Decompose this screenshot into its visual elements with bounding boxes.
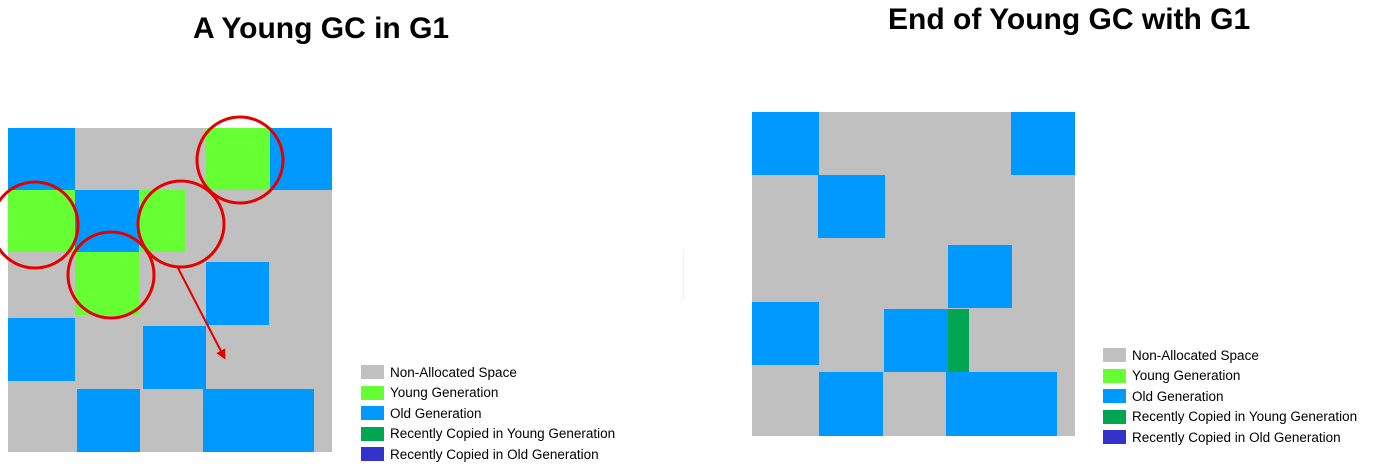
left-diagram-title: A Young GC in G1	[193, 12, 450, 45]
legend-swatch	[1103, 348, 1126, 363]
left-heap-grid	[8, 128, 332, 452]
old-region	[752, 112, 819, 175]
old-region	[77, 389, 140, 452]
right-legend: Non-Allocated Space Young Generation Old…	[1103, 345, 1357, 448]
right-diagram-title: End of Young GC with G1	[888, 3, 1251, 36]
legend-label: Recently Copied in Old Generation	[1132, 429, 1341, 445]
legend-swatch	[1103, 409, 1126, 424]
legend-swatch	[361, 385, 384, 400]
legend-item-old: Old Generation	[361, 403, 615, 424]
legend-item-recent-old: Recently Copied in Old Generation	[1103, 427, 1357, 448]
legend-item-young: Young Generation	[361, 383, 615, 404]
legend-label: Old Generation	[390, 405, 482, 421]
left-legend: Non-Allocated Space Young Generation Old…	[361, 362, 615, 465]
young-region	[139, 190, 185, 252]
old-region	[1011, 112, 1075, 175]
legend-item-recent-old: Recently Copied in Old Generation	[361, 444, 615, 465]
legend-swatch	[361, 447, 384, 462]
legend-label: Young Generation	[1132, 368, 1241, 384]
old-region	[818, 175, 885, 238]
legend-label: Recently Copied in Old Generation	[390, 446, 599, 462]
young-region	[206, 128, 270, 190]
legend-item-young: Young Generation	[1103, 366, 1357, 387]
young-region	[8, 190, 75, 252]
legend-label: Non-Allocated Space	[390, 364, 517, 380]
old-region	[206, 262, 269, 325]
legend-swatch	[1103, 430, 1126, 445]
legend-label: Recently Copied in Young Generation	[1132, 409, 1358, 425]
legend-item-recent-young: Recently Copied in Young Generation	[361, 424, 615, 445]
legend-swatch	[361, 426, 384, 441]
legend-item-non-allocated: Non-Allocated Space	[1103, 345, 1357, 366]
legend-label: Young Generation	[390, 385, 499, 401]
legend-swatch	[1103, 389, 1126, 404]
legend-item-old: Old Generation	[1103, 386, 1357, 407]
legend-swatch	[1103, 368, 1126, 383]
recently-copied-young-region	[948, 309, 969, 372]
old-region	[203, 389, 314, 452]
old-region	[270, 128, 332, 190]
young-region	[75, 252, 139, 315]
old-region	[8, 318, 75, 381]
panel-divider	[683, 250, 684, 300]
legend-label: Recently Copied in Young Generation	[390, 426, 616, 442]
legend-swatch	[361, 406, 384, 421]
legend-swatch	[361, 365, 384, 380]
old-region	[143, 326, 206, 389]
old-region	[75, 190, 139, 252]
old-region	[884, 309, 948, 372]
legend-item-non-allocated: Non-Allocated Space	[361, 362, 615, 383]
old-region	[819, 372, 883, 436]
legend-label: Old Generation	[1132, 388, 1224, 404]
legend-item-recent-young: Recently Copied in Young Generation	[1103, 407, 1357, 428]
old-region	[948, 245, 1012, 308]
legend-label: Non-Allocated Space	[1132, 347, 1259, 363]
old-region	[752, 302, 819, 365]
old-region	[8, 128, 75, 190]
old-region	[946, 372, 1057, 436]
right-heap-grid	[752, 112, 1075, 436]
